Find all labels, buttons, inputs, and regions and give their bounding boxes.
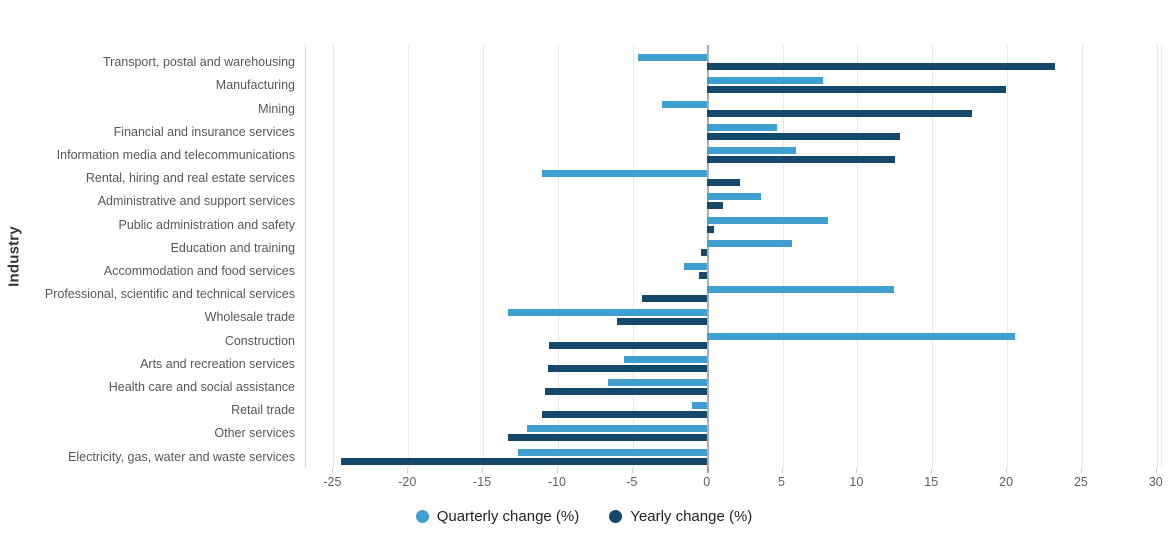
chart-legend: Quarterly change (%) Yearly change (%) <box>0 508 1168 525</box>
legend-item-yearly[interactable]: Yearly change (%) <box>609 508 752 525</box>
category-label: Transport, postal and warehousing <box>102 55 295 70</box>
category-label: Other services <box>214 426 295 441</box>
x-tick-label--5: -5 <box>626 475 638 489</box>
x-tick-label--15: -15 <box>473 475 492 489</box>
x-tick-mark--10 <box>556 468 558 473</box>
yearly-bar <box>706 155 896 163</box>
yearly-bar <box>544 387 707 395</box>
gridline--5 <box>632 45 634 468</box>
legend-label-yearly: Yearly change (%) <box>630 508 753 525</box>
gridline-30 <box>1156 45 1158 468</box>
x-tick-mark--15 <box>482 468 484 473</box>
category-label: Retail trade <box>231 403 295 418</box>
gridline-10 <box>857 45 859 468</box>
quarterly-bar <box>527 425 707 433</box>
yearly-bar <box>700 248 707 256</box>
category-label: Information media and telecommunications <box>56 147 295 162</box>
gridline--15 <box>483 45 485 468</box>
category-label: Health care and social assistance <box>108 379 295 394</box>
quarterly-bar <box>706 77 824 85</box>
quarterly-bar <box>684 262 707 270</box>
yearly-bar <box>341 457 707 465</box>
gridline-20 <box>1007 45 1009 468</box>
yearly-bar <box>706 86 1007 94</box>
quarterly-bar <box>706 239 792 247</box>
yearly-bar <box>706 179 740 187</box>
x-tick-mark-25 <box>1080 468 1082 473</box>
quarterly-bar <box>624 355 707 363</box>
x-tick-label--10: -10 <box>547 475 566 489</box>
x-tick-label--20: -20 <box>398 475 417 489</box>
quarterly-bar <box>706 123 778 131</box>
yearly-bar <box>706 63 1056 71</box>
legend-label-quarterly: Quarterly change (%) <box>436 508 580 525</box>
x-tick-label-0: 0 <box>703 475 711 489</box>
x-tick-label-30: 30 <box>1148 475 1163 489</box>
category-label: Education and training <box>170 240 295 255</box>
yearly-bar <box>507 434 707 442</box>
quarterly-bar <box>706 146 797 154</box>
quarterly-bar <box>541 170 707 178</box>
x-tick-label-25: 25 <box>1073 475 1088 489</box>
x-tick-label--25: -25 <box>323 475 342 489</box>
legend-item-quarterly[interactable]: Quarterly change (%) <box>415 508 580 525</box>
quarterly-bar <box>518 448 707 456</box>
yearly-bar <box>616 318 707 326</box>
x-tick-mark-5 <box>781 468 783 473</box>
gridline-15 <box>932 45 934 468</box>
category-label: Wholesale trade <box>204 310 295 325</box>
x-tick-mark-20 <box>1006 468 1008 473</box>
quarterly-bar <box>507 309 707 317</box>
x-tick-mark--5 <box>631 468 633 473</box>
x-tick-label-15: 15 <box>924 475 939 489</box>
quarterly-bar <box>706 286 894 294</box>
quarterly-bar <box>706 193 761 201</box>
x-tick-mark-30 <box>1155 468 1157 473</box>
x-tick-label-5: 5 <box>778 475 785 489</box>
gridline--25 <box>333 45 335 468</box>
yearly-bar <box>541 411 707 419</box>
quarterly-bar <box>691 402 707 410</box>
x-tick-mark--25 <box>332 468 334 473</box>
yearly-bar <box>706 225 715 233</box>
yearly-bar <box>706 109 972 117</box>
quarterly-bar <box>706 216 828 224</box>
x-tick-mark--20 <box>407 468 409 473</box>
x-tick-label-10: 10 <box>849 475 864 489</box>
gridline--10 <box>557 45 559 468</box>
yearly-bar <box>642 295 707 303</box>
category-label: Construction <box>224 333 295 348</box>
category-label: Manufacturing <box>215 78 295 93</box>
category-label: Public administration and safety <box>118 217 295 232</box>
gridline-5 <box>782 45 784 468</box>
category-label: Arts and recreation services <box>140 356 295 371</box>
quarterly-legend-swatch-icon <box>415 510 429 523</box>
category-label: Professional, scientific and technical s… <box>44 287 295 302</box>
gridline-25 <box>1081 45 1083 468</box>
yearly-bar <box>706 202 724 210</box>
x-tick-label-20: 20 <box>999 475 1014 489</box>
yearly-bar <box>549 341 707 349</box>
x-tick-mark-10 <box>856 468 858 473</box>
category-label: Rental, hiring and real estate services <box>85 171 295 186</box>
category-label: Administrative and support services <box>97 194 295 209</box>
zero-gridline <box>706 45 709 468</box>
quarterly-bar <box>637 54 707 62</box>
category-label: Electricity, gas, water and waste servic… <box>68 449 295 464</box>
category-label: Financial and insurance services <box>113 124 295 139</box>
yearly-bar <box>706 132 900 140</box>
quarterly-bar <box>706 332 1016 340</box>
plot-area <box>305 45 1162 468</box>
yearly-bar <box>699 271 707 279</box>
quarterly-bar <box>607 378 707 386</box>
category-label: Mining <box>258 101 295 116</box>
gridline--20 <box>408 45 410 468</box>
quarterly-bar <box>661 100 707 108</box>
category-label: Accommodation and food services <box>103 263 295 278</box>
yearly-legend-swatch-icon <box>609 510 623 523</box>
x-tick-mark-0 <box>706 468 709 473</box>
x-tick-mark-15 <box>931 468 933 473</box>
yearly-bar <box>547 364 707 372</box>
